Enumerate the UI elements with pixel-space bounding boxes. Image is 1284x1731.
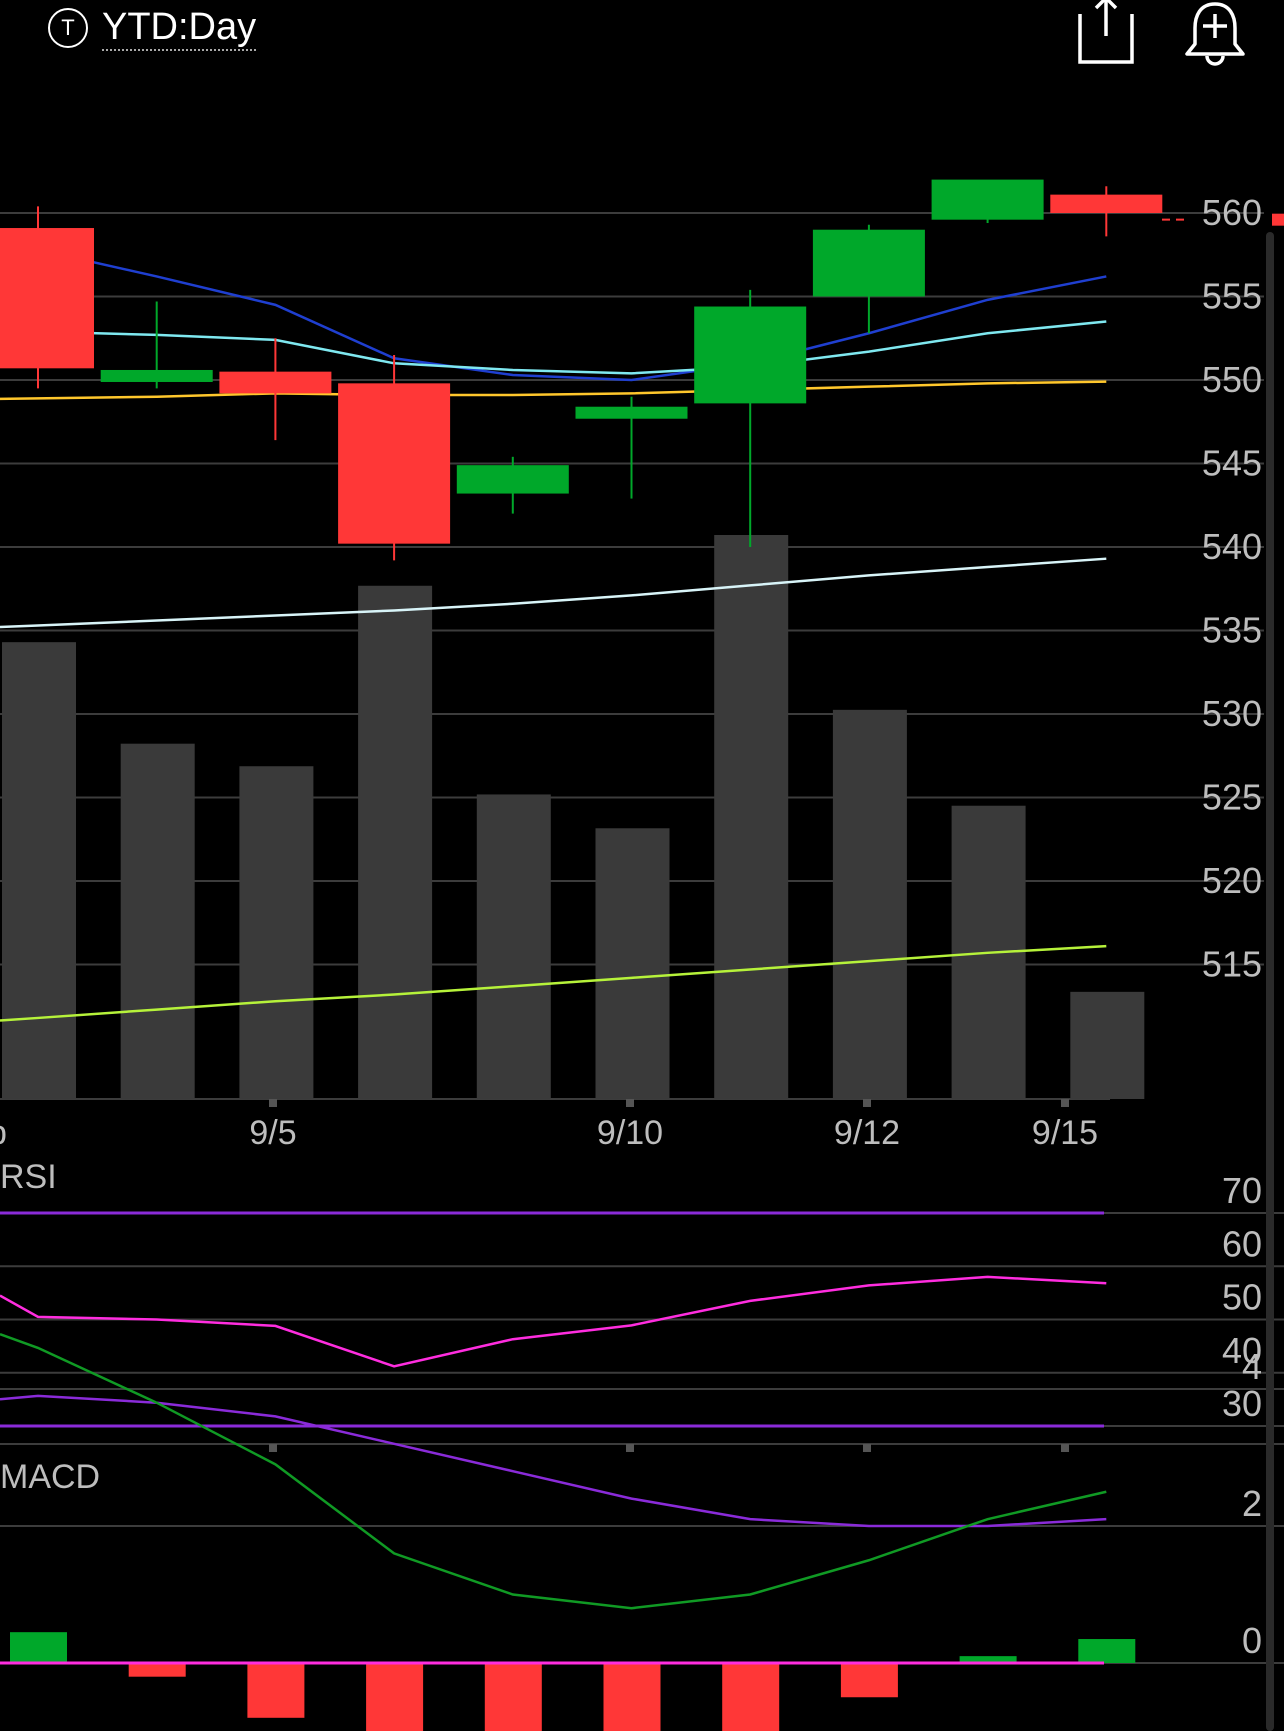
chart-period-title[interactable]: YTD:Day	[102, 5, 257, 51]
price-tick-label: 555	[1202, 276, 1262, 317]
candle-body[interactable]	[694, 306, 807, 404]
macd-title: MACD	[0, 1458, 100, 1496]
candle-body[interactable]	[931, 179, 1044, 220]
volume-bar	[2, 642, 76, 1099]
volume-bar	[832, 709, 907, 1099]
x-tick-mark	[269, 1099, 277, 1107]
volume-bar	[1070, 991, 1145, 1099]
price-tick-label: 535	[1202, 610, 1262, 651]
price-tick-label: 520	[1202, 860, 1262, 901]
candle-body[interactable]	[338, 383, 451, 544]
macd-line	[0, 1333, 1107, 1610]
rsi-tick-label: 60	[1222, 1223, 1262, 1264]
volume-bar	[358, 585, 433, 1099]
moving-average-line	[0, 557, 1107, 629]
last-price-marker	[1272, 213, 1284, 226]
volume-bar	[476, 794, 551, 1099]
period-selector[interactable]: T YTD:Day	[48, 2, 257, 54]
price-tick-label: 525	[1202, 777, 1262, 818]
x-tick-mark	[626, 1099, 634, 1107]
macd-histogram-bar	[484, 1663, 542, 1731]
x-tick-label: b	[0, 1114, 7, 1152]
macd-tick-label: 4	[1242, 1346, 1262, 1387]
rsi-title: RSI	[0, 1158, 57, 1196]
candle-body[interactable]	[1050, 194, 1163, 213]
x-tick-label: 9/12	[834, 1114, 900, 1152]
moving-average-line	[0, 240, 1107, 382]
macd-histogram-bar	[247, 1663, 305, 1718]
x-tick-label: 9/5	[249, 1114, 296, 1152]
ticker-type-icon: T	[48, 8, 88, 48]
candle-body[interactable]	[575, 406, 688, 419]
price-tick-label: 550	[1202, 359, 1262, 400]
scrollbar[interactable]	[1266, 232, 1274, 1731]
price-tick-label: 560	[1202, 192, 1262, 233]
macd-tick-label: 0	[1242, 1620, 1262, 1661]
price-tick-label: 515	[1202, 944, 1262, 985]
rsi-tick-label: 40	[1222, 1330, 1262, 1371]
volume-bar	[120, 743, 195, 1099]
moving-average-line	[0, 320, 1107, 375]
candle-body[interactable]	[456, 465, 569, 494]
x-tick-mark	[863, 1099, 871, 1107]
add-alert-bell-icon	[1185, 2, 1245, 66]
x-tick-mark	[1061, 1099, 1069, 1107]
macd-histogram-bar	[1078, 1639, 1136, 1663]
macd-signal-line	[0, 1394, 1107, 1528]
rsi-x-tick	[269, 1444, 277, 1452]
macd-histogram-bar	[959, 1656, 1017, 1663]
candle-body[interactable]	[812, 229, 925, 297]
macd-histogram-bar	[722, 1663, 780, 1731]
macd-histogram-bar	[840, 1663, 898, 1698]
share-button[interactable]	[1070, 0, 1140, 66]
rsi-x-tick	[626, 1444, 634, 1452]
rsi-x-tick	[1061, 1444, 1069, 1452]
price-tick-label: 545	[1202, 443, 1262, 484]
moving-average-line	[0, 380, 1107, 401]
macd-histogram-bar	[366, 1663, 424, 1731]
share-icon	[1078, 0, 1134, 64]
candle-body[interactable]	[0, 228, 94, 369]
macd-histogram-bar	[603, 1663, 661, 1731]
price-tick-label: 530	[1202, 693, 1262, 734]
rsi-tick-label: 50	[1222, 1277, 1262, 1318]
macd-histogram-bar	[128, 1663, 186, 1677]
volume-bar	[714, 535, 789, 1099]
macd-histogram-bar	[10, 1632, 67, 1663]
candle-body[interactable]	[219, 371, 332, 394]
add-alert-button[interactable]	[1180, 0, 1250, 66]
rsi-tick-label: 70	[1222, 1170, 1262, 1211]
candle-body[interactable]	[100, 369, 213, 382]
moving-average-line	[0, 944, 1107, 1022]
price-tick-label: 540	[1202, 526, 1262, 567]
macd-tick-label: 2	[1242, 1483, 1262, 1524]
x-tick-label: 9/15	[1032, 1114, 1098, 1152]
volume-bar	[595, 828, 670, 1099]
x-tick-label: 9/10	[597, 1114, 663, 1152]
top-bar: T YTD:Day	[0, 0, 1284, 66]
volume-bar	[239, 766, 314, 1099]
rsi-line	[0, 1275, 1107, 1368]
rsi-x-tick	[863, 1444, 871, 1452]
